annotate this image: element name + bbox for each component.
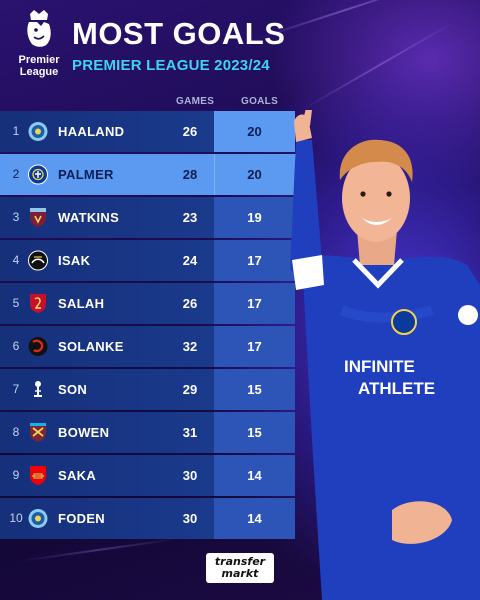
goals-cell-background <box>214 283 295 324</box>
logo-text-line2: League <box>19 66 59 78</box>
goals-value: 17 <box>247 296 262 311</box>
tottenham-crest-icon <box>34 381 42 397</box>
table-row: 7 SON 29 15 <box>0 369 297 412</box>
svg-text:INFINITE: INFINITE <box>344 357 415 376</box>
page-title: MOST GOALS <box>72 16 286 51</box>
player-name: WATKINS <box>58 210 120 225</box>
player-name: SOLANKE <box>58 339 124 354</box>
page-subtitle: PREMIER LEAGUE 2023/24 <box>72 57 270 74</box>
west-ham-crest-icon <box>30 423 46 442</box>
player-name: SON <box>58 382 88 397</box>
goals-value: 20 <box>247 167 262 182</box>
player-name: BOWEN <box>58 425 110 440</box>
player-name: SAKA <box>58 468 97 483</box>
goals-cell-background <box>214 111 295 152</box>
rank: 5 <box>12 296 20 310</box>
goals-value: 14 <box>247 511 262 526</box>
rank: 7 <box>12 382 20 396</box>
goals-cell-background <box>214 369 295 410</box>
player-name: HAALAND <box>58 124 125 139</box>
table-row: 9 SAKA 30 14 <box>0 455 297 498</box>
games-value: 32 <box>182 339 198 354</box>
games-value: 23 <box>182 210 198 225</box>
goals-value: 14 <box>247 468 262 483</box>
brand-line2: markt <box>221 567 259 580</box>
games-value: 30 <box>182 511 198 526</box>
scorers-table: 1 HAALAND 26 20 2 PALMER 28 20 3 WATKINS… <box>0 111 297 541</box>
table-row: 10 FODEN 30 14 <box>0 498 297 541</box>
goals-column-header: GOALS <box>241 96 279 107</box>
goals-value: 20 <box>247 124 262 139</box>
table-row: 3 WATKINS 23 19 <box>0 197 297 240</box>
man-city-crest-icon <box>28 509 48 528</box>
goals-value: 15 <box>247 425 262 440</box>
brand-line1: transfer <box>214 555 266 568</box>
row-background <box>0 369 214 410</box>
goals-cell-background <box>214 240 295 281</box>
rank: 4 <box>12 253 20 267</box>
rank: 6 <box>12 339 20 353</box>
table-row: 4 ISAK 24 17 <box>0 240 297 283</box>
goals-cell-background <box>214 326 295 367</box>
goals-value: 15 <box>247 382 262 397</box>
premier-league-logo: Premier League <box>14 10 64 80</box>
rank: 8 <box>12 425 20 439</box>
table-row: 8 BOWEN 31 15 <box>0 412 297 455</box>
goals-value: 17 <box>247 339 262 354</box>
goals-cell-background <box>214 154 295 195</box>
rank: 1 <box>12 124 20 138</box>
player-name: PALMER <box>58 167 114 182</box>
player-photo: INFINITE ATHLETE <box>290 110 480 600</box>
table-row-highlighted: 2 PALMER 28 20 <box>0 154 297 197</box>
lion-crown-icon <box>27 10 51 47</box>
player-name: SALAH <box>58 296 105 311</box>
games-value: 26 <box>182 124 198 139</box>
player-name: ISAK <box>58 253 91 268</box>
logo-text-line1: Premier <box>18 54 60 66</box>
goals-cell-background <box>214 498 295 539</box>
table-row: 5 SALAH 26 17 <box>0 283 297 326</box>
rank: 9 <box>12 468 20 482</box>
goals-value: 19 <box>247 210 262 225</box>
newcastle-crest-icon <box>28 250 48 271</box>
games-value: 30 <box>182 468 198 483</box>
games-value: 24 <box>182 253 198 268</box>
games-value: 28 <box>182 167 198 182</box>
rank: 10 <box>9 511 23 525</box>
goals-cell-background <box>214 412 295 453</box>
games-value: 31 <box>182 425 198 440</box>
svg-text:ATHLETE: ATHLETE <box>358 379 435 398</box>
rank: 2 <box>12 167 20 181</box>
aston-villa-crest-icon <box>30 208 46 227</box>
transfermarkt-logo: transfer markt <box>206 553 274 583</box>
goals-cell-background <box>214 455 295 496</box>
games-value: 29 <box>182 382 198 397</box>
bournemouth-crest-icon <box>28 337 48 356</box>
liverpool-crest-icon <box>30 294 46 313</box>
table-row: 6 SOLANKE 32 17 <box>0 326 297 369</box>
goals-value: 17 <box>247 253 262 268</box>
player-name: FODEN <box>58 511 105 526</box>
arsenal-crest-icon <box>30 466 46 485</box>
man-city-crest-icon <box>28 122 48 141</box>
games-value: 26 <box>182 296 198 311</box>
rank: 3 <box>12 210 20 224</box>
chelsea-crest-icon <box>28 164 48 185</box>
goals-cell-background <box>214 197 295 238</box>
table-row: 1 HAALAND 26 20 <box>0 111 297 154</box>
games-column-header: GAMES <box>176 96 215 107</box>
